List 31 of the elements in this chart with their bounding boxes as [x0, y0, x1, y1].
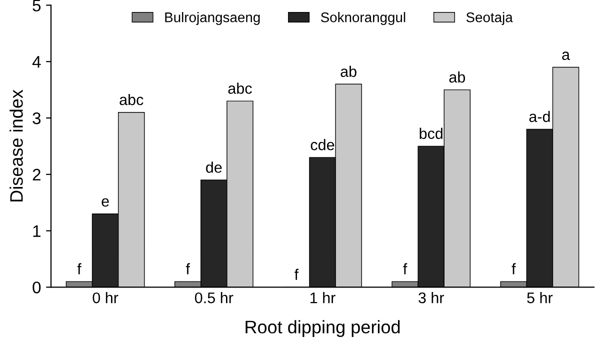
data-label: a	[562, 52, 570, 60]
data-label: f	[77, 263, 82, 274]
data-label: ab	[449, 71, 466, 83]
y-tick-label: 2	[32, 168, 40, 180]
legend-label: Soknoranggul	[320, 12, 406, 25]
y-tick-label: 4	[32, 56, 41, 68]
x-tick-label: 0.5 hr	[194, 292, 234, 304]
legend-label: Seotaja	[466, 12, 513, 25]
x-axis-title: Root dipping period	[246, 320, 400, 338]
data-label: de	[206, 162, 222, 173]
data-label: f	[403, 263, 408, 274]
x-tick-label: 3 hr	[418, 292, 444, 304]
data-label: e	[102, 198, 109, 207]
x-tick-label: 1 hr	[310, 292, 336, 304]
data-label: f	[294, 268, 299, 280]
y-tick-label: 3	[32, 112, 41, 124]
x-tick-label: 5 hr	[527, 292, 553, 304]
data-label: ab	[340, 66, 356, 77]
y-tick-label: 0	[32, 282, 41, 294]
x-tick-label: 0 hr	[92, 292, 118, 304]
data-label: f	[512, 263, 516, 274]
y-tick-label: 5	[32, 0, 41, 12]
data-label: abc	[228, 82, 252, 94]
data-label: bcd	[420, 128, 442, 139]
y-tick-label: 1	[33, 225, 40, 237]
legend-label: Bulrojangsaeng	[165, 12, 260, 25]
y-axis-title: Disease index	[10, 90, 23, 202]
data-label: a-d	[529, 110, 550, 122]
data-label: cde	[310, 139, 334, 150]
data-label: abc	[120, 94, 144, 106]
data-label: f	[186, 263, 190, 274]
